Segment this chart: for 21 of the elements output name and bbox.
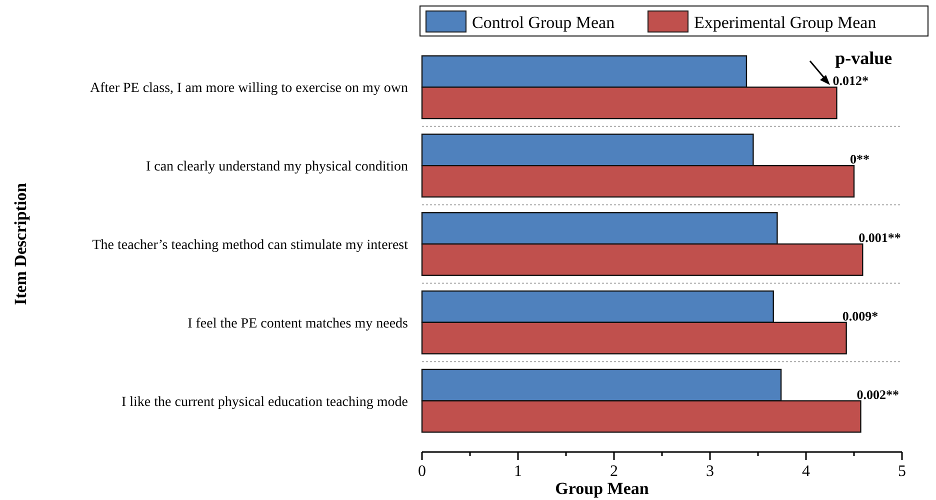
x-tick-label: 4 [802, 463, 810, 480]
x-tick-label: 3 [706, 463, 714, 480]
x-tick-label: 0 [418, 463, 426, 480]
annotation: 0.012* [832, 73, 868, 88]
legend-label: Control Group Mean [472, 13, 616, 32]
x-tick-label: 5 [898, 463, 906, 480]
y-tick-label: The teacher’s teaching method can stimulate my interest [92, 238, 408, 253]
annotation: 0.009* [842, 308, 878, 324]
y-axis-title: Item Description [11, 182, 30, 306]
x-axis-title: Group Mean [555, 479, 650, 498]
annotation: 0** [850, 152, 870, 167]
annotation: 0.002** [856, 386, 899, 402]
y-tick-label: I can clearly understand my physical condition [146, 160, 408, 175]
x-tick-label: 2 [610, 463, 618, 480]
legend-label: Experimental Group Mean [694, 13, 877, 32]
y-tick-label: After PE class, I am more willing to exercise on my own [90, 81, 408, 96]
y-tick-label: I feel the PE content matches my needs [188, 316, 408, 332]
annotation: 0.001** [858, 230, 901, 245]
annotation: p-value [835, 48, 892, 68]
y-tick-label: I like the current physical education teaching mode [121, 394, 408, 410]
x-tick-label: 1 [514, 463, 522, 480]
